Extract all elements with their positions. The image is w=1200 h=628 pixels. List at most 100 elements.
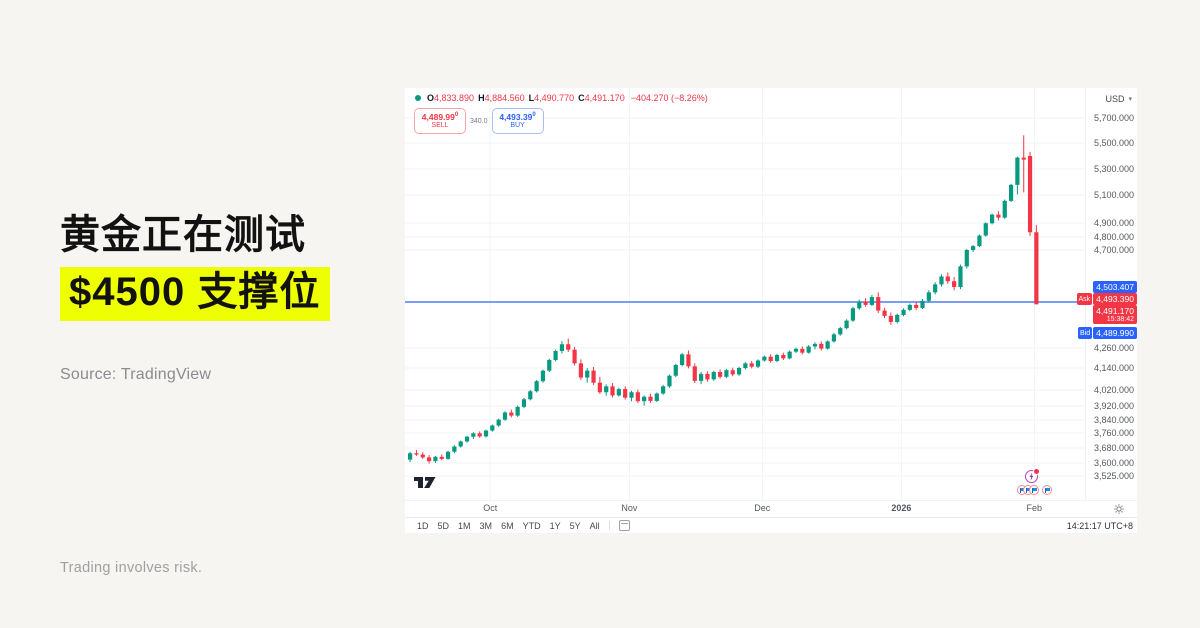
clock-utc[interactable]: 14:21:17 UTC+8 bbox=[1066, 520, 1133, 531]
candle bbox=[572, 349, 577, 364]
price-tick: 4,800.000 bbox=[1093, 232, 1134, 242]
last-price-label: 4,491.170 15:38:42 bbox=[1093, 305, 1137, 324]
candle bbox=[623, 389, 628, 398]
date-tick: Nov bbox=[621, 503, 638, 513]
go-to-date-calendar-icon[interactable] bbox=[618, 520, 630, 531]
timeframe-1M[interactable]: 1M bbox=[458, 520, 471, 531]
timeframe-5Y[interactable]: 5Y bbox=[569, 520, 581, 531]
bid-price-label: Bid 4,489.990 bbox=[1078, 327, 1137, 339]
candle bbox=[610, 386, 615, 396]
bar-countdown: 15:38:42 bbox=[1106, 316, 1134, 323]
timeframe-3M[interactable]: 3M bbox=[479, 520, 493, 531]
candle bbox=[800, 348, 805, 353]
candle bbox=[635, 392, 640, 402]
candle bbox=[547, 360, 552, 371]
timeframe-6M[interactable]: 6M bbox=[501, 520, 514, 531]
price-tick: 5,700.000 bbox=[1093, 113, 1134, 123]
candle bbox=[736, 368, 742, 375]
price-tick: 3,600.000 bbox=[1093, 458, 1134, 468]
candle bbox=[654, 393, 659, 401]
price-axis[interactable]: USD ▾ 5,700.000 5,500.000 5,300.000 5,100.0… bbox=[1076, 88, 1138, 500]
candle bbox=[680, 354, 685, 365]
date-tick: Oct bbox=[483, 503, 498, 513]
candle bbox=[907, 304, 912, 310]
candle bbox=[989, 214, 995, 224]
candle bbox=[755, 360, 761, 367]
candle bbox=[825, 341, 830, 349]
candle bbox=[553, 351, 558, 360]
candle bbox=[559, 344, 565, 351]
candle bbox=[692, 366, 697, 381]
candle bbox=[471, 433, 476, 437]
price-tick: 4,140.000 bbox=[1093, 363, 1134, 373]
date-axis[interactable]: Oct Nov Dec 2026 Feb bbox=[405, 500, 1137, 517]
headline: 黄金正在测试 $4500 支撑位 bbox=[60, 212, 390, 322]
candle bbox=[521, 399, 527, 407]
timeframe-All[interactable]: All bbox=[589, 520, 600, 531]
candle bbox=[920, 300, 925, 308]
date-tick: 2026 bbox=[891, 503, 912, 513]
candle bbox=[604, 386, 609, 393]
alert-lightning-icon[interactable] bbox=[1025, 468, 1040, 483]
candle bbox=[705, 373, 710, 380]
date-tick: Dec bbox=[754, 503, 771, 513]
candle bbox=[452, 446, 457, 452]
currency-selector[interactable]: USD ▾ bbox=[1086, 94, 1132, 104]
price-tick: 4,020.000 bbox=[1093, 385, 1134, 395]
candle bbox=[863, 301, 868, 305]
candle bbox=[971, 246, 976, 250]
candle bbox=[483, 430, 489, 437]
quote-panel: 4,489.990 SELL 340.0 4,493.390 BUY bbox=[414, 108, 544, 134]
candle bbox=[901, 309, 906, 315]
candle bbox=[426, 457, 432, 462]
candle bbox=[661, 386, 666, 394]
timeframe-YTD[interactable]: YTD bbox=[522, 520, 541, 531]
price-tick: 4,260.000 bbox=[1093, 343, 1134, 353]
candle bbox=[420, 454, 425, 458]
economic-event-flag-icon[interactable] bbox=[1029, 485, 1039, 495]
candle bbox=[793, 348, 799, 352]
chevron-down-icon: ▾ bbox=[1128, 96, 1132, 103]
candle bbox=[1015, 157, 1020, 185]
candle bbox=[882, 310, 887, 316]
economic-event-flag-icon[interactable] bbox=[1042, 485, 1052, 495]
spread-value: 340.0 bbox=[470, 117, 488, 125]
candle bbox=[888, 315, 893, 322]
candle bbox=[711, 372, 716, 380]
timeframe-1D[interactable]: 1D bbox=[417, 520, 429, 531]
source-credit: Source: TradingView bbox=[60, 366, 212, 383]
candle bbox=[540, 370, 546, 382]
candle bbox=[762, 356, 767, 361]
candle bbox=[926, 292, 931, 301]
headline-line1: 黄金正在测试 bbox=[60, 213, 306, 257]
buy-button[interactable]: 4,493.390 BUY bbox=[491, 108, 544, 134]
candle bbox=[509, 412, 514, 416]
candle bbox=[787, 351, 792, 359]
axis-settings-gear-icon[interactable] bbox=[1114, 504, 1124, 516]
candlestick-plot[interactable]: O4,833.890 H4,884.560 L4,490.770 C4,491.… bbox=[405, 88, 1085, 500]
headline-line2-highlighted: $4500 支撑位 bbox=[60, 267, 331, 322]
candle bbox=[433, 456, 438, 462]
candle bbox=[939, 276, 944, 285]
candle bbox=[730, 370, 735, 375]
candle bbox=[490, 425, 495, 431]
candle bbox=[977, 235, 982, 247]
candle bbox=[566, 344, 571, 350]
market-status-dot bbox=[415, 95, 421, 101]
candle bbox=[667, 375, 672, 387]
candle bbox=[629, 392, 634, 398]
candle bbox=[876, 297, 881, 311]
ohlc-legend: O4,833.890 H4,884.560 L4,490.770 C4,491.… bbox=[415, 93, 708, 103]
candle bbox=[1021, 157, 1026, 160]
price-tick: 3,760.000 bbox=[1093, 428, 1134, 438]
change-value: −404.270 (−8.26%) bbox=[630, 93, 708, 103]
timeframe-1Y[interactable]: 1Y bbox=[549, 520, 561, 531]
candle bbox=[408, 453, 413, 460]
price-tick: 3,840.000 bbox=[1093, 415, 1134, 425]
candle bbox=[996, 214, 1001, 218]
sell-button[interactable]: 4,489.990 SELL bbox=[414, 108, 466, 134]
price-tick: 5,300.000 bbox=[1093, 164, 1134, 174]
timeframe-5D[interactable]: 5D bbox=[437, 520, 450, 531]
candle bbox=[597, 382, 602, 393]
